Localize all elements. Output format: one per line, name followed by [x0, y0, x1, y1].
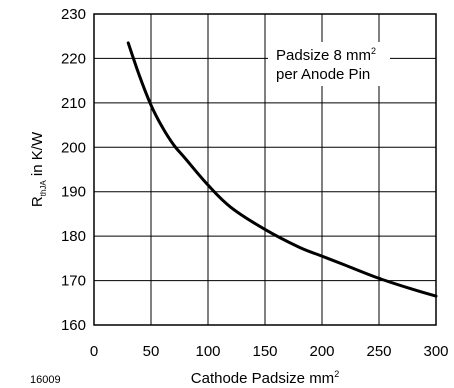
- x-tick-label-50: 50: [143, 343, 160, 360]
- annotation-box: [268, 42, 390, 86]
- y-tick-label-230: 230: [61, 6, 86, 23]
- y-tick-label-160: 160: [61, 317, 86, 334]
- x-axis-label-main: Cathode Padsize mm: [191, 370, 334, 387]
- plot-frame: [93, 13, 437, 326]
- x-tick-label-250: 250: [366, 343, 391, 360]
- annotation-line-2: per Anode Pin: [276, 66, 370, 83]
- x-axis-label-sup: 2: [334, 369, 339, 379]
- y-tick-label-170: 170: [61, 273, 86, 290]
- x-tick-label-0: 0: [90, 343, 98, 360]
- y-tick-label-180: 180: [61, 228, 86, 245]
- y-axis-label-main: R: [29, 196, 46, 207]
- x-tick-label-200: 200: [309, 343, 334, 360]
- series-layer: [126, 41, 438, 298]
- y-tick-label-220: 220: [61, 50, 86, 67]
- x-tick-labels: 0 50 100 150 200 250 300: [90, 343, 449, 360]
- series-line-0: [126, 41, 438, 298]
- x-axis-label: Cathode Padsize mm2: [191, 369, 339, 387]
- annotation-line-1: Padsize 8 mm2: [276, 46, 376, 64]
- y-axis-label-rest: in K/W: [29, 131, 46, 180]
- annotation-line-1-sup: 2: [371, 46, 376, 56]
- annotation-line-1-main: Padsize 8 mm: [276, 47, 371, 64]
- y-tick-labels: 160 170 180 190 200 210 220 230: [61, 6, 86, 334]
- x-tick-label-150: 150: [252, 343, 277, 360]
- y-tick-label-200: 200: [61, 139, 86, 156]
- y-tick-label-190: 190: [61, 184, 86, 201]
- y-tick-label-210: 210: [61, 95, 86, 112]
- y-axis-label-sub: thJA: [39, 180, 48, 197]
- figure-id: 16009: [30, 374, 61, 386]
- annotation-background: [268, 42, 390, 86]
- x-tick-label-300: 300: [423, 343, 448, 360]
- y-axis-label: RthJA in K/W: [29, 131, 48, 207]
- x-tick-label-100: 100: [195, 343, 220, 360]
